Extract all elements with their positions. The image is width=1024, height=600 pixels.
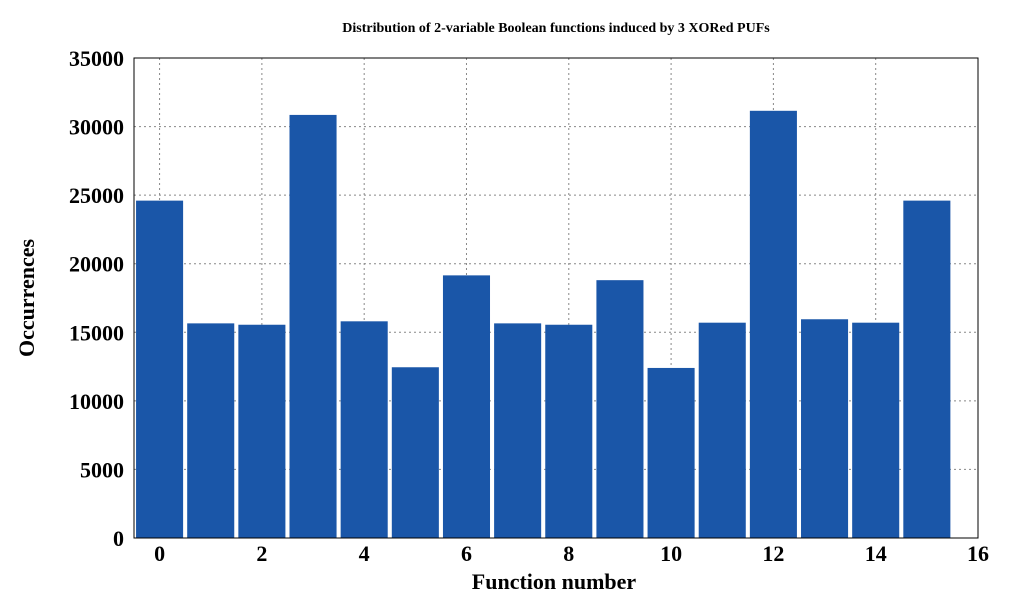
bar-function-14 [852,322,900,538]
y-tick-label: 15000 [69,320,124,345]
x-axis-label: Function number [472,569,637,594]
y-tick-label: 25000 [69,183,124,208]
bar-function-0 [136,200,184,538]
bar-function-5 [391,367,439,538]
plot-frame [133,57,979,539]
y-tick-label: 30000 [69,115,124,140]
bar-function-12 [749,110,797,539]
bar-function-8 [545,324,593,538]
y-tick-label: 20000 [69,252,124,277]
y-tick-label: 0 [113,526,124,551]
y-axis-label: Occurrences [14,239,39,358]
x-tick-label: 14 [865,541,887,566]
bar-function-9 [596,280,644,538]
bar-function-4 [340,321,388,538]
x-tick-label: 6 [461,541,472,566]
x-tick-label: 4 [359,541,370,566]
bar-function-15 [903,200,951,538]
x-tick-label: 16 [967,541,989,566]
y-tick-label: 35000 [69,46,124,71]
x-tick-label: 10 [660,541,682,566]
bar-function-2 [238,324,286,538]
x-tick-label: 12 [762,541,784,566]
bar-function-11 [698,322,746,538]
bar-function-13 [801,319,849,538]
x-tick-labels: 0 2 4 6 8 10 12 14 16 [154,541,989,566]
chart-title: Distribution of 2-variable Boolean funct… [342,21,770,36]
bar-function-1 [187,323,235,538]
bar-function-6 [442,275,491,538]
x-tick-label: 2 [256,541,267,566]
bars [136,110,951,539]
y-tick-label: 5000 [80,457,124,482]
y-tick-labels: 0 5000 10000 15000 20000 25000 30000 35000 [69,46,124,551]
x-tick-label: 8 [563,541,574,566]
bar-function-7 [494,323,542,538]
x-tick-label: 0 [154,541,165,566]
bar-function-3 [289,114,337,539]
bar-function-10 [647,367,695,538]
y-tick-label: 10000 [69,389,124,414]
